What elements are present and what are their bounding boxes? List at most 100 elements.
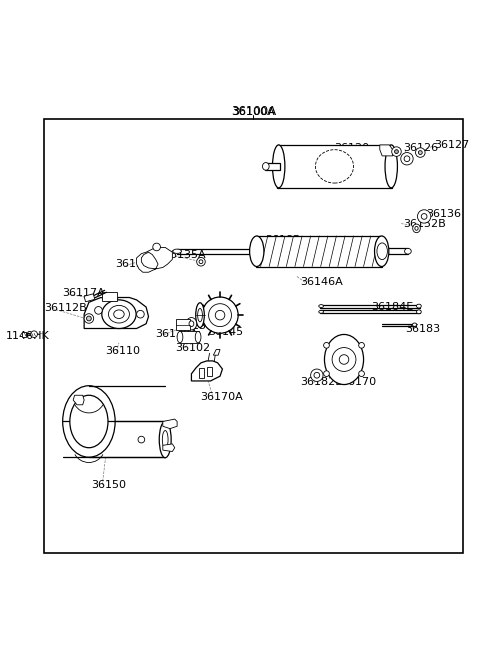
Circle shape (339, 355, 349, 364)
Circle shape (419, 150, 422, 154)
Text: 36138A: 36138A (155, 329, 197, 339)
Circle shape (95, 307, 102, 314)
Ellipse shape (415, 227, 418, 230)
Ellipse shape (70, 396, 108, 447)
Circle shape (215, 310, 225, 320)
Circle shape (324, 371, 329, 376)
Bar (102, 292, 117, 301)
Text: 36126: 36126 (404, 143, 439, 153)
Bar (44, 119, 463, 553)
Circle shape (31, 331, 37, 338)
Circle shape (137, 310, 144, 318)
Polygon shape (192, 361, 222, 381)
Ellipse shape (319, 305, 324, 307)
Bar (256, 236, 382, 267)
Circle shape (138, 436, 144, 443)
Circle shape (416, 148, 425, 157)
Circle shape (395, 150, 398, 154)
Text: 36146A: 36146A (300, 277, 343, 286)
Text: 36110: 36110 (106, 346, 141, 356)
Text: 36136: 36136 (426, 209, 461, 219)
Ellipse shape (177, 331, 183, 343)
Ellipse shape (63, 386, 115, 457)
Ellipse shape (186, 317, 197, 330)
Text: 36120: 36120 (335, 143, 370, 153)
Ellipse shape (417, 310, 421, 314)
Ellipse shape (195, 331, 201, 343)
Ellipse shape (263, 162, 269, 170)
Ellipse shape (162, 430, 168, 449)
Ellipse shape (196, 303, 204, 328)
Circle shape (324, 342, 329, 348)
Text: 36112B: 36112B (45, 302, 87, 313)
Bar (207, 367, 213, 376)
Ellipse shape (374, 236, 389, 267)
Polygon shape (380, 145, 393, 156)
Bar (180, 331, 199, 343)
Polygon shape (163, 444, 175, 451)
Polygon shape (163, 419, 177, 428)
Circle shape (392, 147, 401, 156)
Circle shape (86, 316, 91, 321)
Ellipse shape (108, 306, 130, 323)
Bar (265, 162, 280, 170)
Text: 36150: 36150 (91, 480, 126, 490)
Circle shape (84, 314, 94, 323)
Ellipse shape (159, 422, 171, 458)
Text: 36185: 36185 (265, 235, 300, 245)
Circle shape (359, 371, 364, 376)
Circle shape (404, 156, 410, 162)
Text: 36170: 36170 (341, 377, 376, 387)
Bar (84, 294, 95, 302)
Ellipse shape (198, 309, 203, 322)
Text: 36135A: 36135A (163, 250, 205, 260)
Ellipse shape (315, 150, 354, 183)
Ellipse shape (413, 224, 420, 233)
Bar (22, 332, 26, 336)
Ellipse shape (199, 260, 203, 263)
Text: 36183: 36183 (405, 323, 440, 334)
Bar (176, 319, 191, 330)
Text: 1140HK: 1140HK (5, 330, 49, 340)
Ellipse shape (385, 145, 397, 188)
Text: 36117A: 36117A (62, 288, 105, 298)
Text: 36102: 36102 (175, 342, 210, 353)
Circle shape (418, 210, 431, 223)
Ellipse shape (377, 243, 387, 260)
Polygon shape (73, 396, 84, 405)
Ellipse shape (102, 300, 136, 328)
Text: 36182B: 36182B (300, 377, 343, 387)
Ellipse shape (273, 145, 285, 188)
Text: 36152B: 36152B (404, 219, 446, 229)
Bar (277, 145, 392, 188)
Ellipse shape (324, 334, 363, 384)
Circle shape (421, 214, 427, 219)
Text: 36137A: 36137A (178, 321, 221, 331)
Polygon shape (84, 298, 148, 328)
Circle shape (401, 152, 413, 165)
Text: 36145: 36145 (208, 327, 243, 337)
Circle shape (314, 373, 320, 378)
Text: 36170A: 36170A (200, 392, 243, 401)
Ellipse shape (114, 310, 124, 319)
Text: 36184E: 36184E (372, 302, 414, 312)
Circle shape (209, 304, 231, 327)
Bar (382, 248, 408, 254)
Text: 36100A: 36100A (232, 106, 275, 116)
Circle shape (359, 342, 364, 348)
Ellipse shape (412, 323, 417, 327)
Text: 36127: 36127 (434, 140, 470, 150)
Ellipse shape (319, 310, 324, 313)
Text: 36131A: 36131A (115, 259, 158, 269)
Polygon shape (214, 350, 220, 355)
Ellipse shape (197, 258, 205, 266)
Polygon shape (137, 248, 172, 272)
Circle shape (153, 243, 160, 251)
Circle shape (332, 348, 356, 371)
Ellipse shape (250, 236, 264, 267)
Ellipse shape (405, 248, 411, 254)
Text: 36100A: 36100A (231, 104, 276, 118)
Ellipse shape (189, 321, 194, 327)
Ellipse shape (417, 304, 421, 308)
Bar (199, 368, 204, 378)
